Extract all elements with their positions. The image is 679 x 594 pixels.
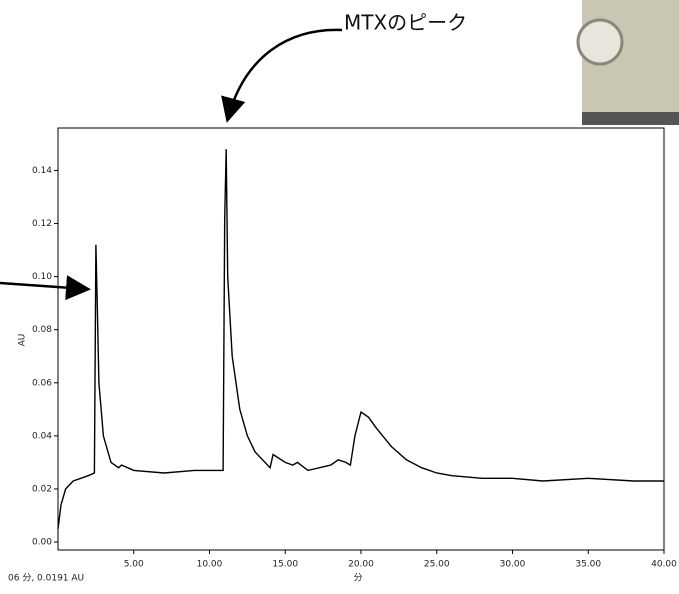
- y-axis-label: AU: [18, 334, 28, 347]
- y-tick-label: 0.08: [32, 325, 52, 335]
- photo-shadow: [582, 112, 679, 125]
- arrow: [221, 28, 343, 123]
- y-tick-label: 0.10: [32, 272, 52, 282]
- x-axis-label: 分: [353, 573, 362, 584]
- y-tick-label: 0.04: [32, 431, 52, 441]
- annotation: MTXのピーク: [344, 11, 467, 35]
- y-tick-label: 0.02: [32, 484, 52, 494]
- x-tick-label: 30.00: [500, 560, 526, 570]
- y-tick-label: 0.12: [32, 219, 52, 229]
- plot-frame: [57, 127, 665, 551]
- x-tick-label: 5.00: [124, 560, 144, 570]
- y-tick-label: 0.00: [32, 538, 52, 548]
- y-tick-label: 0.14: [32, 166, 52, 176]
- x-tick-label: 25.00: [424, 560, 450, 570]
- y-tick-label: 0.06: [32, 378, 52, 388]
- x-tick-label: 10.00: [197, 560, 223, 570]
- x-tick-label: 35.00: [575, 560, 601, 570]
- x-tick-label: 15.00: [272, 560, 298, 570]
- photo-clock: [576, 18, 624, 66]
- x-tick-label: 20.00: [348, 560, 374, 570]
- arrow: [0, 275, 91, 301]
- x-tick-label: 40.00: [651, 560, 677, 570]
- trace: [57, 149, 664, 529]
- status-text: 06 分, 0.0191 AU: [8, 573, 84, 584]
